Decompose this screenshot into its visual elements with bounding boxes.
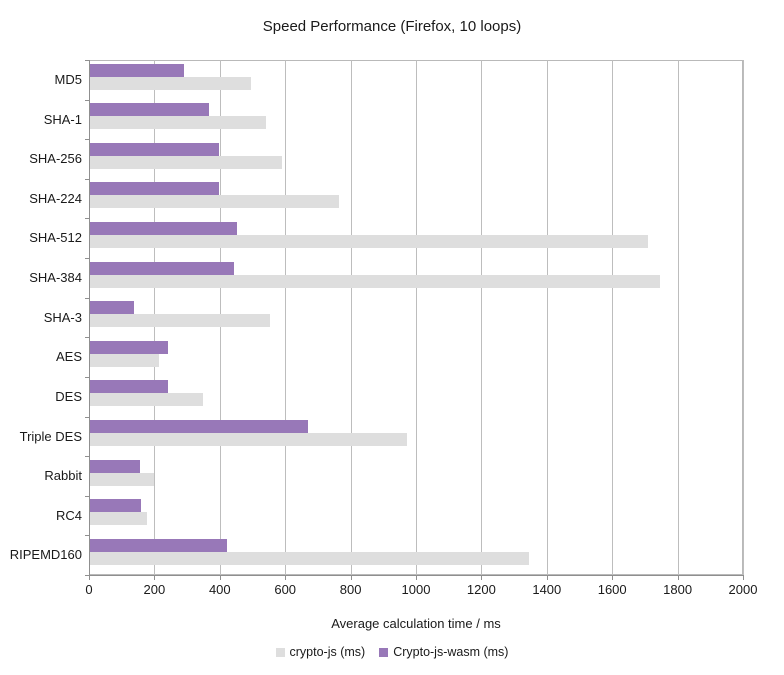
x-tick-label-400: 400: [208, 582, 231, 597]
bar-SHA-384-crypto-js: [90, 274, 661, 288]
x-tick-label-800: 800: [339, 582, 362, 597]
x-tick-1200: [481, 575, 483, 580]
legend-swatch-crypto-js-wasm: [379, 647, 389, 657]
y-tick-6: [85, 297, 89, 299]
bar-SHA-3-crypto-js-wasm: [90, 301, 135, 315]
bar-RC4-crypto-js: [90, 512, 148, 526]
category-label-DES: DES: [55, 388, 82, 404]
bar-RIPEMD160-crypto-js-wasm: [90, 538, 228, 552]
category-label-SHA-224: SHA-224: [29, 190, 82, 206]
category-label-SHA-512: SHA-512: [29, 230, 82, 246]
chart-title: Speed Performance (Firefox, 10 loops): [262, 18, 522, 35]
bar-Rabbit-crypto-js-wasm: [90, 459, 140, 473]
legend-item-crypto-js: crypto-js (ms): [275, 645, 366, 659]
x-tick-label-1400: 1400: [532, 582, 562, 597]
bar-SHA-384-crypto-js-wasm: [90, 261, 234, 275]
x-tick-label-1000: 1000: [401, 582, 431, 597]
x-tick-1800: [677, 575, 679, 580]
gridline-x-1000: [416, 60, 417, 575]
gridline-x-600: [285, 60, 287, 575]
x-tick-400: [219, 575, 221, 580]
x-axis-line: [89, 575, 743, 576]
y-tick-9: [85, 416, 89, 418]
x-tick-1600: [612, 575, 614, 580]
y-tick-10: [85, 456, 89, 458]
y-tick-1: [85, 99, 89, 101]
gridline-x-1400: [546, 60, 548, 575]
bar-SHA-256-crypto-js: [90, 155, 283, 169]
category-label-SHA-256: SHA-256: [29, 151, 82, 167]
legend-swatch-crypto-js: [275, 647, 285, 657]
x-tick-0: [89, 575, 90, 580]
legend: crypto-js (ms) Crypto-js-wasm (ms): [0, 645, 784, 659]
bar-Rabbit-crypto-js: [90, 472, 155, 486]
bar-AES-crypto-js: [90, 353, 159, 367]
legend-item-crypto-js-wasm: Crypto-js-wasm (ms): [379, 645, 508, 659]
x-tick-label-0: 0: [85, 582, 93, 597]
category-label-SHA-3: SHA-3: [43, 309, 82, 325]
x-tick-1400: [546, 575, 548, 580]
bar-MD5-crypto-js-wasm: [90, 63, 185, 77]
y-tick-13: [85, 575, 89, 576]
gridline-x-2000: [743, 60, 744, 575]
x-tick-800: [350, 575, 352, 580]
x-tick-1000: [416, 575, 417, 580]
bar-MD5-crypto-js: [90, 76, 251, 90]
category-label-Rabbit: Rabbit: [44, 468, 82, 484]
bar-DES-crypto-js-wasm: [90, 380, 169, 394]
bar-SHA-512-crypto-js-wasm: [90, 221, 237, 235]
x-tick-label-1800: 1800: [663, 582, 693, 597]
gridline-x-1600: [612, 60, 614, 575]
x-tick-label-200: 200: [143, 582, 166, 597]
category-label-AES: AES: [55, 349, 82, 365]
y-tick-11: [85, 495, 89, 497]
x-tick-2000: [743, 575, 744, 580]
bar-SHA-224-crypto-js: [90, 195, 340, 209]
x-tick-label-1600: 1600: [597, 582, 627, 597]
x-tick-label-1200: 1200: [466, 582, 496, 597]
bar-SHA-512-crypto-js: [90, 234, 649, 248]
bar-SHA-224-crypto-js-wasm: [90, 182, 219, 196]
gridline-x-1200: [481, 60, 483, 575]
bar-AES-crypto-js-wasm: [90, 340, 168, 354]
y-tick-4: [85, 218, 89, 220]
gridline-x-800: [350, 60, 352, 575]
x-axis-title: Average calculation time / ms: [331, 616, 501, 631]
bar-SHA-256-crypto-js-wasm: [90, 142, 219, 156]
legend-label-crypto-js: crypto-js (ms): [289, 645, 366, 659]
category-label-RIPEMD160: RIPEMD160: [9, 547, 82, 563]
bar-RC4-crypto-js-wasm: [90, 499, 142, 513]
bar-SHA-3-crypto-js: [90, 314, 270, 328]
bar-SHA-1-crypto-js: [90, 116, 266, 130]
x-tick-label-600: 600: [274, 582, 297, 597]
bar-Triple DES-crypto-js-wasm: [90, 420, 309, 434]
y-tick-12: [85, 535, 89, 537]
category-label-SHA-1: SHA-1: [43, 111, 82, 127]
y-tick-5: [85, 258, 89, 260]
y-tick-0: [85, 60, 89, 61]
gridline-x-1800: [677, 60, 679, 575]
category-label-SHA-384: SHA-384: [29, 270, 82, 286]
bar-RIPEMD160-crypto-js: [90, 551, 529, 565]
bar-DES-crypto-js: [90, 393, 203, 407]
x-tick-200: [154, 575, 156, 580]
category-label-MD5: MD5: [54, 72, 82, 87]
y-tick-8: [85, 376, 89, 378]
y-tick-7: [85, 337, 89, 339]
x-tick-label-2000: 2000: [728, 582, 758, 597]
y-axis-line: [89, 60, 90, 576]
category-label-Triple DES: Triple DES: [19, 428, 82, 444]
y-tick-2: [85, 139, 89, 141]
legend-label-crypto-js-wasm: Crypto-js-wasm (ms): [393, 645, 509, 659]
bar-SHA-1-crypto-js-wasm: [90, 103, 209, 117]
x-tick-600: [285, 575, 287, 580]
category-label-RC4: RC4: [55, 507, 82, 523]
bar-Triple DES-crypto-js: [90, 433, 407, 447]
y-tick-3: [85, 178, 89, 180]
